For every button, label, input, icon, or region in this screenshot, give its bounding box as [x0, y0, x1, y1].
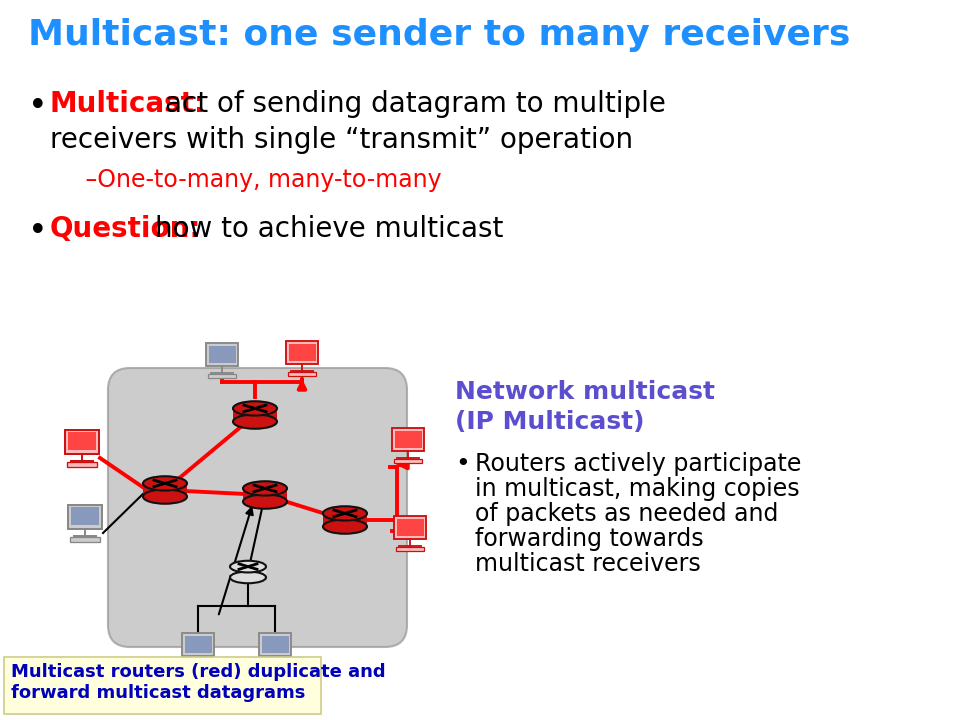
Ellipse shape — [323, 506, 367, 521]
FancyBboxPatch shape — [4, 657, 321, 714]
Text: Network multicast: Network multicast — [455, 380, 715, 404]
Text: –One-to-many, many-to-many: –One-to-many, many-to-many — [78, 168, 442, 192]
Bar — [184, 636, 211, 653]
FancyBboxPatch shape — [67, 462, 97, 467]
Text: of packets as needed and: of packets as needed and — [475, 502, 779, 526]
Text: •: • — [28, 90, 48, 123]
FancyBboxPatch shape — [183, 664, 212, 668]
Text: multicast receivers: multicast receivers — [475, 552, 701, 576]
Ellipse shape — [230, 561, 266, 572]
Text: receivers with single “transmit” operation: receivers with single “transmit” operati… — [50, 126, 634, 154]
FancyBboxPatch shape — [288, 372, 317, 376]
Bar — [233, 408, 277, 422]
Text: how to achieve multicast: how to achieve multicast — [155, 215, 503, 243]
Ellipse shape — [233, 415, 277, 428]
Bar — [208, 346, 235, 363]
FancyBboxPatch shape — [260, 664, 289, 668]
Text: Multicast routers (red) duplicate and
forward multicast datagrams: Multicast routers (red) duplicate and fo… — [11, 663, 386, 702]
Bar — [395, 431, 421, 448]
Bar — [261, 636, 289, 653]
FancyBboxPatch shape — [286, 341, 318, 364]
Text: (IP Multicast): (IP Multicast) — [455, 410, 644, 434]
Text: Multicast:: Multicast: — [50, 90, 206, 118]
FancyBboxPatch shape — [392, 428, 424, 451]
Ellipse shape — [233, 401, 277, 415]
Text: forwarding towards: forwarding towards — [475, 527, 704, 551]
Ellipse shape — [230, 572, 266, 583]
Ellipse shape — [323, 519, 367, 534]
Bar — [243, 488, 287, 502]
Ellipse shape — [243, 495, 287, 509]
Bar — [289, 343, 316, 361]
Bar — [230, 567, 266, 577]
Text: in multicast, making copies: in multicast, making copies — [475, 477, 800, 501]
FancyBboxPatch shape — [394, 516, 426, 539]
Bar — [143, 483, 187, 497]
Text: Multicast: one sender to many receivers: Multicast: one sender to many receivers — [28, 18, 851, 52]
FancyBboxPatch shape — [207, 374, 236, 378]
FancyBboxPatch shape — [394, 459, 422, 463]
FancyBboxPatch shape — [181, 633, 214, 657]
Text: •: • — [455, 452, 469, 476]
Text: Question:: Question: — [50, 215, 202, 243]
Text: •: • — [28, 215, 48, 248]
Bar — [396, 518, 423, 536]
FancyBboxPatch shape — [205, 343, 238, 366]
Ellipse shape — [143, 490, 187, 504]
Bar — [68, 432, 96, 451]
FancyBboxPatch shape — [259, 633, 291, 657]
FancyBboxPatch shape — [68, 505, 102, 529]
Ellipse shape — [143, 476, 187, 490]
Bar — [323, 513, 367, 526]
FancyBboxPatch shape — [396, 546, 424, 551]
Text: Routers actively participate: Routers actively participate — [475, 452, 802, 476]
FancyBboxPatch shape — [108, 368, 407, 647]
Bar — [71, 508, 99, 526]
FancyBboxPatch shape — [70, 537, 100, 541]
Text: act of sending datagram to multiple: act of sending datagram to multiple — [165, 90, 666, 118]
FancyBboxPatch shape — [65, 430, 99, 454]
Ellipse shape — [243, 481, 287, 495]
